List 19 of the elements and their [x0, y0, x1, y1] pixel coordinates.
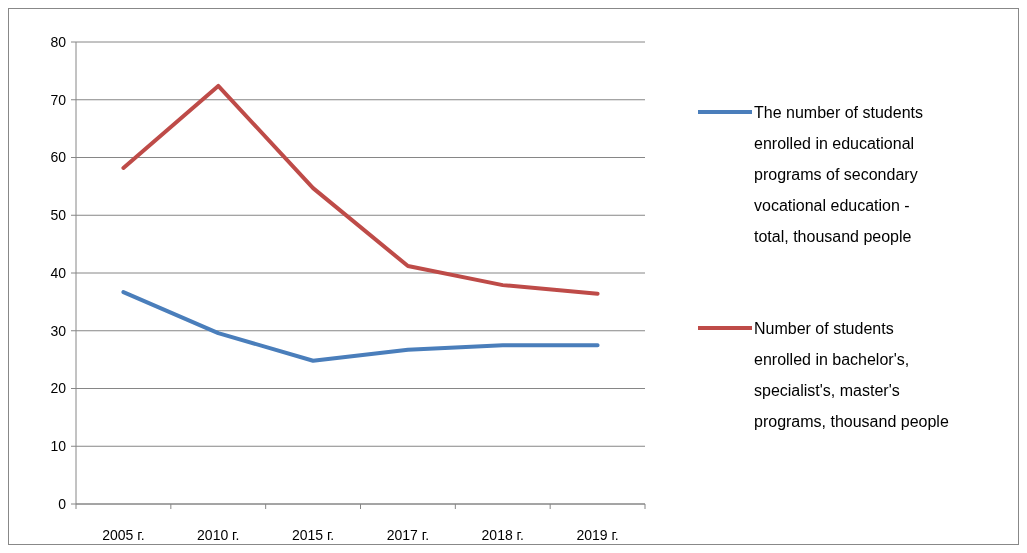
legend-label: The number of students enrolled in educational programs of secondary vocational education - total, thousand people	[754, 103, 923, 245]
y-tick-label: 0	[58, 495, 67, 512]
y-tick-label: 10	[50, 438, 67, 455]
y-tick-label: 80	[50, 33, 67, 50]
x-tick-label: 2019 г.	[576, 527, 619, 543]
y-tick-label: 50	[50, 207, 67, 224]
x-tick-label: 2015 г.	[291, 527, 335, 543]
x-tick-label: 2010 г.	[197, 527, 240, 543]
line-series	[121, 83, 600, 296]
x-tick-label: 2017 г.	[386, 527, 430, 543]
y-tick-label: 30	[50, 322, 67, 339]
y-tick-label: 60	[50, 149, 67, 166]
line-series	[121, 290, 600, 363]
y-tick-label: 70	[50, 91, 67, 108]
y-tick-label: 40	[50, 264, 67, 281]
legend-label: Number of students enrolled in bachelor's, specialist's, master's programs, thousand people	[754, 319, 949, 430]
x-tick-label: 2005 г.	[102, 527, 145, 543]
x-tick-label: 2018 г.	[481, 527, 524, 543]
y-tick-label: 20	[50, 380, 67, 397]
